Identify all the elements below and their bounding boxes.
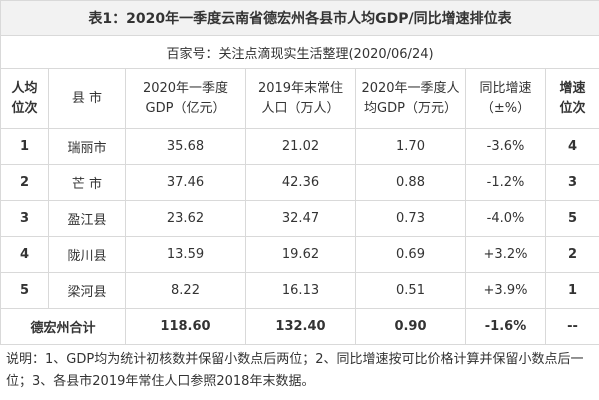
cell: 37.46 <box>125 164 246 201</box>
cell: 8.22 <box>125 272 246 309</box>
header-cell: 2019年末常住 人口（万人） <box>245 68 356 129</box>
cell: 盈江县 <box>48 200 126 237</box>
header-line: （±%） <box>480 100 531 116</box>
cell: 1 <box>0 128 49 165</box>
total-cell: 0.90 <box>355 308 466 345</box>
header-line: 人均 <box>11 80 38 96</box>
total-cell: 132.40 <box>245 308 356 345</box>
cell: 4 <box>544 128 599 165</box>
source-cell: 百家号：关注点滴现实生活整理(2020/06/24) <box>0 35 599 69</box>
total-cell: 德宏州合计 <box>0 308 126 345</box>
cell: 19.62 <box>245 236 356 273</box>
header-line: 人口（万人） <box>261 100 340 116</box>
cell: 2 <box>0 164 49 201</box>
cell: 2 <box>544 236 599 273</box>
table-row: 5 梁河县 8.22 16.13 0.51 +3.9% 1 <box>0 272 599 309</box>
header-line: 位次 <box>559 100 586 116</box>
header-cell: 人均 位次 <box>0 68 49 129</box>
cell: 1 <box>544 272 599 309</box>
cell: 1.70 <box>355 128 466 165</box>
cell: -4.0% <box>465 200 546 237</box>
header-line: 位次 <box>11 100 38 116</box>
cell: 42.36 <box>245 164 356 201</box>
cell: -3.6% <box>465 128 546 165</box>
cell: 芒 市 <box>48 164 126 201</box>
cell: 35.68 <box>125 128 246 165</box>
header-line: 均GDP（万元） <box>364 100 457 116</box>
cell: 0.73 <box>355 200 466 237</box>
table-row: 德宏州合计 118.60 132.40 0.90 -1.6% -- <box>0 308 599 345</box>
table-row: 4 陇川县 13.59 19.62 0.69 +3.2% 2 <box>0 236 599 273</box>
header-cell: 增速 位次 <box>544 68 599 129</box>
cell: +3.9% <box>465 272 546 309</box>
cell: 0.51 <box>355 272 466 309</box>
table-row: 3 盈江县 23.62 32.47 0.73 -4.0% 5 <box>0 200 599 237</box>
cell: 4 <box>0 236 49 273</box>
header-cell: 同比增速 （±%） <box>465 68 546 129</box>
table-row: 人均 位次县 市 2020年一季度 GDP（亿元） 2019年末常住 人口（万人） 2020… <box>0 68 599 129</box>
cell: +3.2% <box>465 236 546 273</box>
cell: 23.62 <box>125 200 246 237</box>
header-cell: 县 市 <box>48 68 126 129</box>
cell: 梁河县 <box>48 272 126 309</box>
cell: 瑞丽市 <box>48 128 126 165</box>
cell: 13.59 <box>125 236 246 273</box>
cell: 0.69 <box>355 236 466 273</box>
cell: 32.47 <box>245 200 356 237</box>
cell: 3 <box>0 200 49 237</box>
total-cell: 118.60 <box>125 308 246 345</box>
header-cell: 2020年一季度 GDP（亿元） <box>125 68 246 129</box>
note: 说明：1、GDP均为统计初核数并保留小数点后两位；2、同比增速按可比价格计算并保… <box>6 352 584 389</box>
header-line: GDP（亿元） <box>145 100 226 116</box>
header-line: 2019年末常住 <box>257 80 344 96</box>
total-cell: -1.6% <box>465 308 546 345</box>
header-line: 2020年一季度 <box>142 80 229 96</box>
cell: 5 <box>544 200 599 237</box>
header-cell: 2020年一季度人 均GDP（万元） <box>355 68 466 129</box>
cell: 5 <box>0 272 49 309</box>
cell: 3 <box>544 164 599 201</box>
cell: -1.2% <box>465 164 546 201</box>
total-cell: -- <box>544 308 599 345</box>
cell: 21.02 <box>245 128 356 165</box>
title-cell: 表1：2020年一季度云南省德宏州各县市人均GDP/同比增速排位表 <box>0 0 599 36</box>
header-line: 同比增速 <box>479 80 532 96</box>
cell: 16.13 <box>245 272 356 309</box>
cell: 陇川县 <box>48 236 126 273</box>
header-line: 县 市 <box>71 90 103 106</box>
header-line: 增速 <box>559 80 586 96</box>
table-row: 1 瑞丽市 35.68 21.02 1.70 -3.6% 4 <box>0 128 599 165</box>
cell: 0.88 <box>355 164 466 201</box>
header-line: 2020年一季度人 <box>361 80 460 96</box>
table-row: 表1：2020年一季度云南省德宏州各县市人均GDP/同比增速排位表 <box>0 0 599 36</box>
data-table: 表1：2020年一季度云南省德宏州各县市人均GDP/同比增速排位表 百家号：关注点… <box>0 0 599 345</box>
table-row: 百家号：关注点滴现实生活整理(2020/06/24) <box>0 35 599 69</box>
